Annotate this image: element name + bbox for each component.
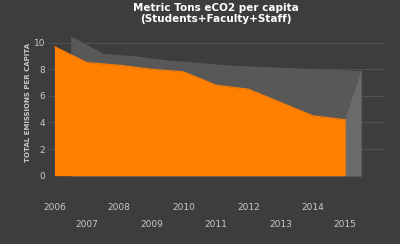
Text: 2008: 2008 (108, 203, 130, 212)
Text: 2011: 2011 (204, 220, 228, 229)
Text: 2015: 2015 (334, 220, 357, 229)
Text: 2013: 2013 (269, 220, 292, 229)
Title: Metric Tons eCO2 per capita
(Students+Faculty+Staff): Metric Tons eCO2 per capita (Students+Fa… (133, 3, 299, 24)
Text: 2014: 2014 (302, 203, 324, 212)
Text: 2012: 2012 (237, 203, 260, 212)
Polygon shape (54, 176, 361, 184)
Text: 2010: 2010 (172, 203, 195, 212)
Text: 2009: 2009 (140, 220, 163, 229)
Text: 2006: 2006 (43, 203, 66, 212)
Y-axis label: TOTAL EMISSIONS PER CAPITA: TOTAL EMISSIONS PER CAPITA (25, 43, 31, 162)
Polygon shape (345, 71, 361, 184)
Text: 2007: 2007 (75, 220, 98, 229)
